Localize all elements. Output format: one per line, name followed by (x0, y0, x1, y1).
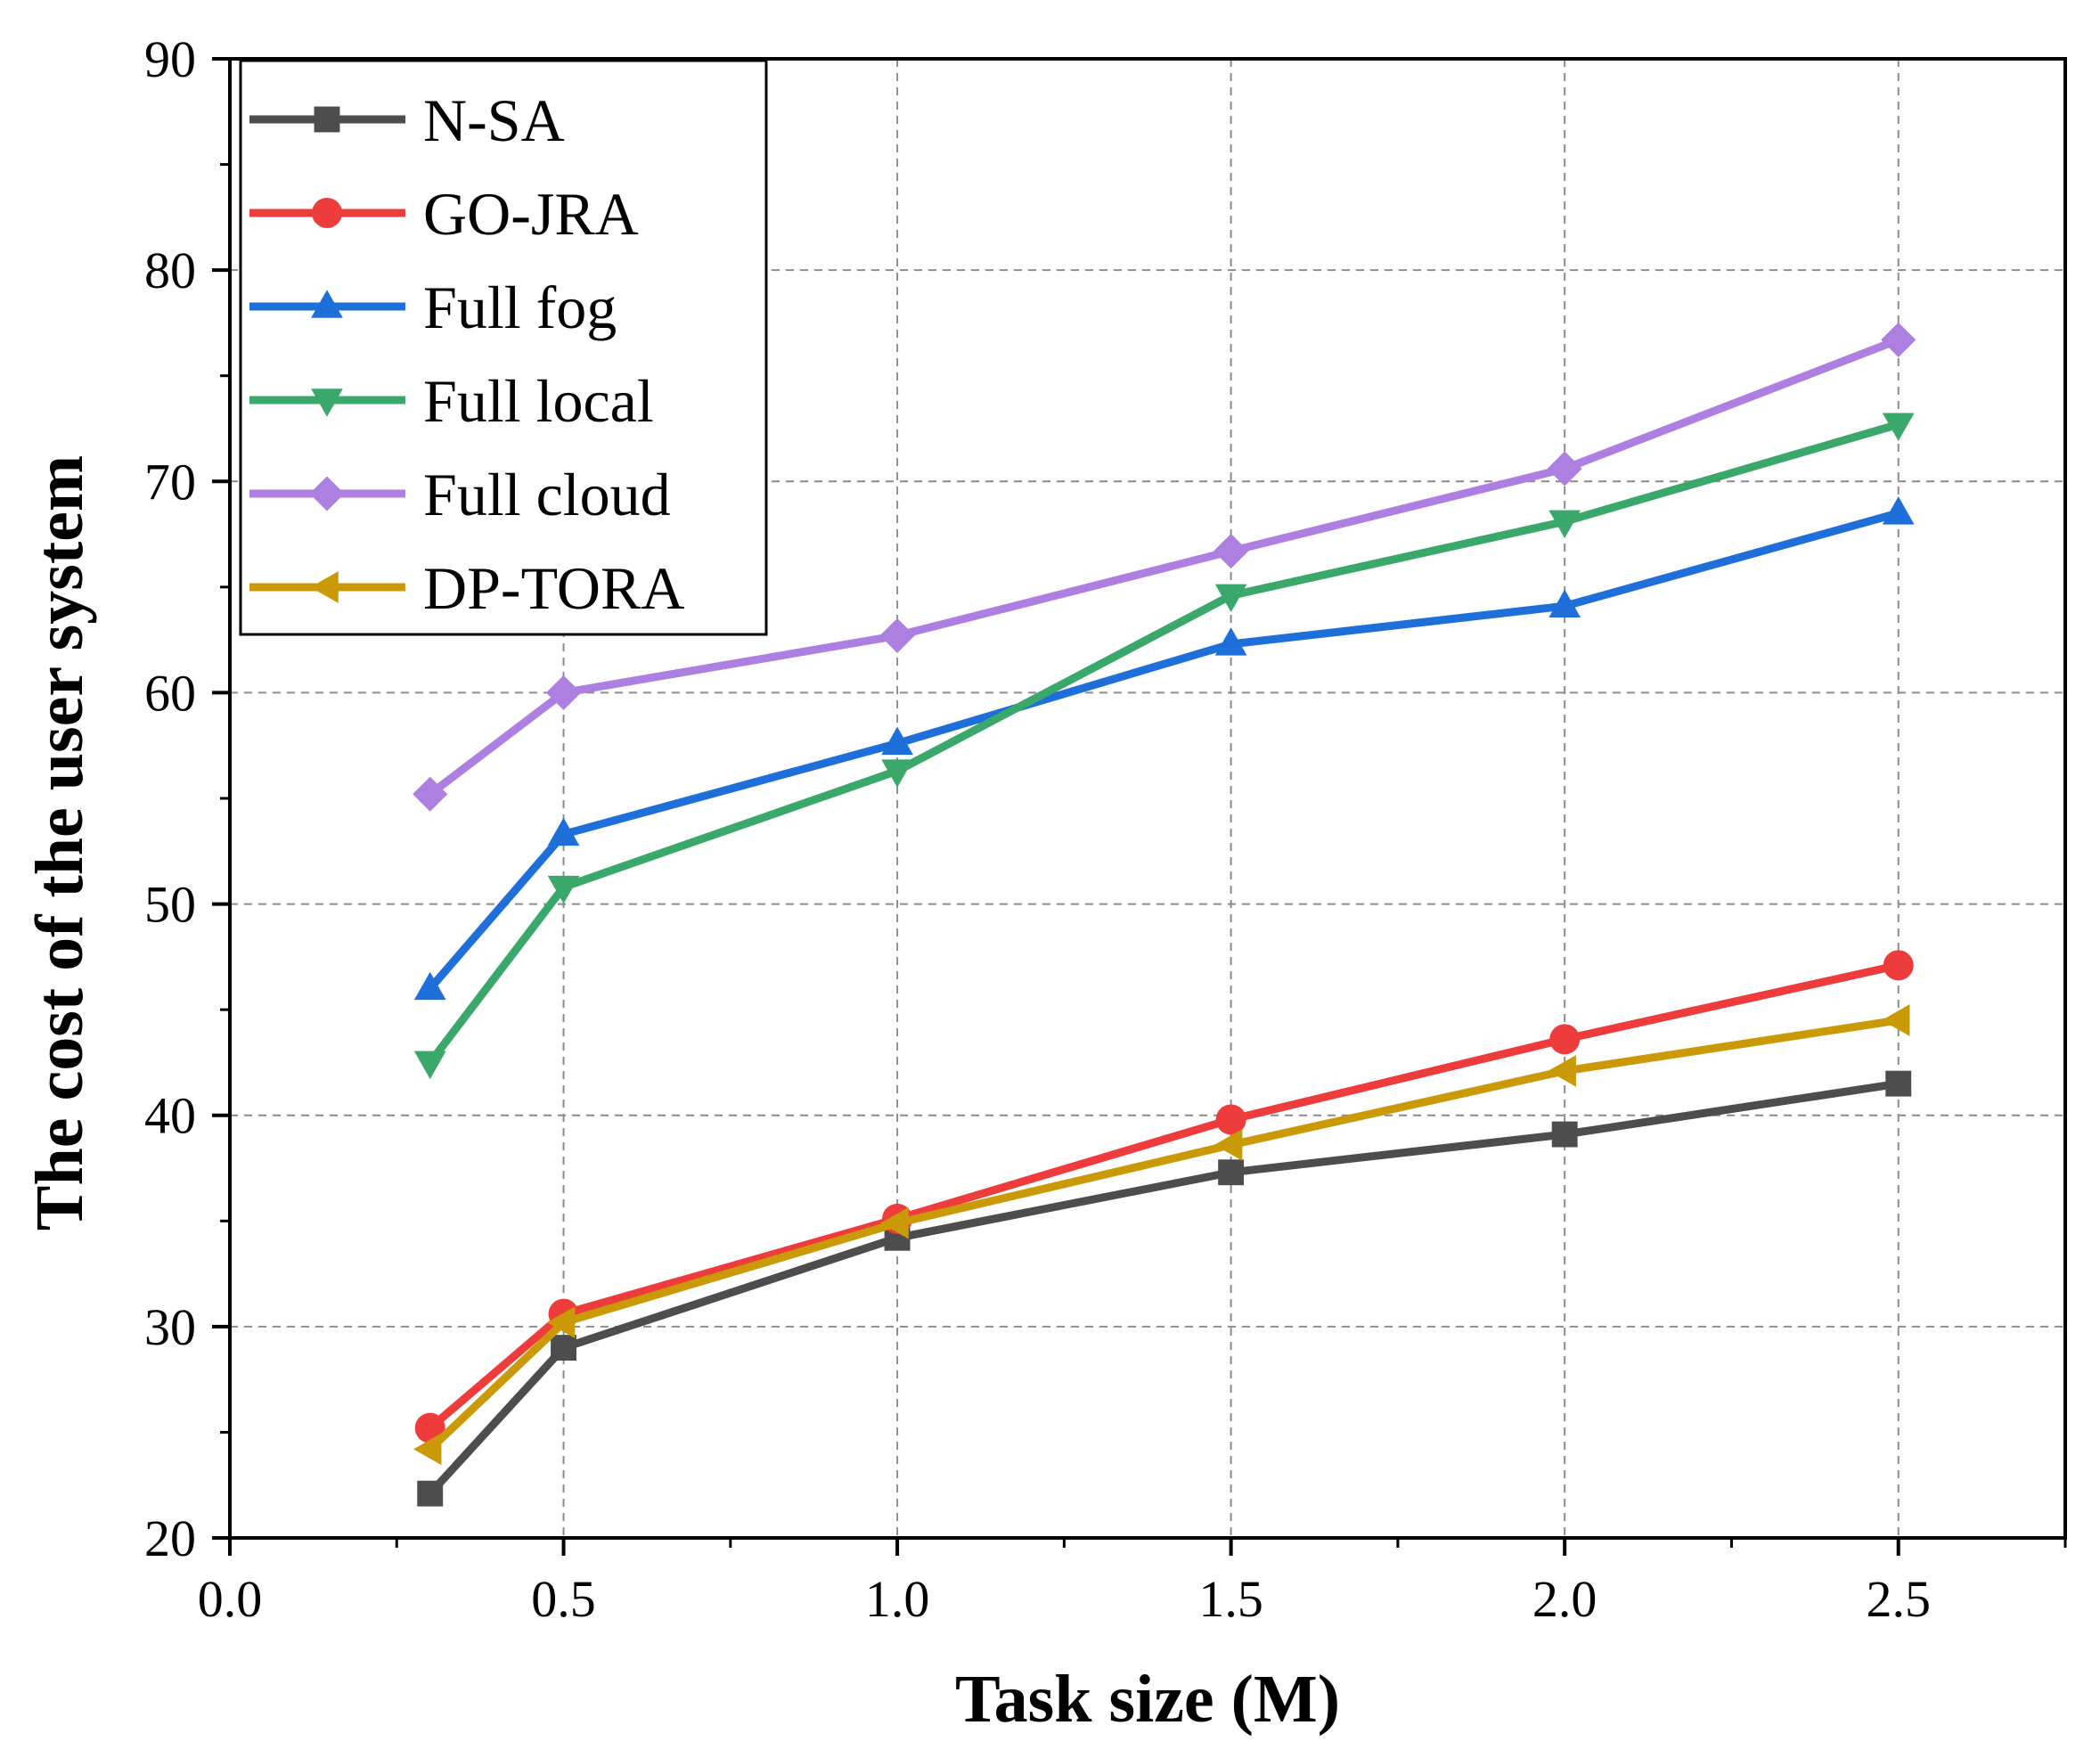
data-point-n-sa (1885, 1070, 1912, 1097)
data-point-full-fog (1214, 627, 1247, 656)
data-point-full-fog (413, 971, 446, 1001)
y-axis-title: The cost of the user system (22, 455, 97, 1231)
y-tick-label: 30 (144, 1298, 196, 1356)
x-axis-title: Task size (M) (955, 1662, 1340, 1737)
data-point-go-jra (1883, 950, 1914, 981)
y-tick-label: 20 (144, 1509, 196, 1567)
x-tick-label: 2.0 (1532, 1570, 1597, 1628)
series-line-full-local (427, 420, 1900, 1066)
data-point-go-jra (1549, 1024, 1581, 1055)
legend-entry-full-cloud: Full cloud (249, 461, 671, 528)
data-point-full-cloud (413, 776, 448, 812)
legend-label: GO-JRA (423, 180, 639, 248)
legend-marker (311, 388, 343, 417)
series-line-full-fog (427, 509, 1900, 992)
series-full-fog (413, 496, 1915, 1001)
series-n-sa (417, 1070, 1912, 1507)
data-point-full-cloud (879, 617, 915, 653)
series-line-go-jra (427, 961, 1900, 1432)
data-point-full-fog (881, 726, 913, 756)
legend-marker (309, 476, 345, 511)
series-go-jra (414, 950, 1914, 1443)
data-point-dp-tora (413, 1433, 442, 1466)
data-point-full-cloud (1547, 451, 1582, 487)
legend: N-SA GO-JRA Full fog Full local Full cloud DP… (239, 59, 768, 636)
data-point-full-local (1548, 510, 1581, 539)
data-point-n-sa (417, 1480, 444, 1507)
data-point-full-fog (547, 817, 580, 846)
legend-entry-n-sa: N-SA (249, 86, 565, 154)
data-point-full-local (1882, 413, 1915, 441)
series-full-local (413, 413, 1915, 1080)
legend-marker (314, 106, 340, 133)
axes: 0.0 0.5 1.0 1.5 2.0 2.5 20 30 40 50 60 70 80 90 (144, 30, 2067, 1628)
legend-entry-go-jra: GO-JRA (249, 180, 639, 248)
series-line-full-cloud (428, 336, 1900, 797)
x-tick-label: 2.5 (1866, 1570, 1931, 1628)
data-point-dp-tora (1548, 1055, 1576, 1087)
series-full-cloud (413, 322, 1916, 812)
series-line-dp-tora (427, 1016, 1900, 1452)
legend-entry-full-fog: Full fog (249, 274, 617, 341)
legend-label: DP-TORA (423, 554, 684, 622)
legend-box (239, 59, 768, 636)
x-tick-label: 0.0 (198, 1570, 263, 1628)
data-point-full-fog (1548, 589, 1581, 617)
data-point-dp-tora (1882, 1004, 1910, 1036)
data-point-full-local (881, 759, 913, 788)
legend-label: Full local (423, 367, 654, 435)
series-line-n-sa (427, 1079, 1900, 1497)
data-point-dp-tora (880, 1206, 909, 1239)
legend-marker (311, 290, 343, 318)
x-tick-label: 1.5 (1198, 1570, 1263, 1628)
data-point-dp-tora (546, 1306, 576, 1338)
data-point-n-sa (1218, 1159, 1245, 1186)
y-tick-label: 40 (144, 1087, 196, 1145)
data-point-full-local (547, 875, 580, 904)
data-point-full-cloud (1881, 322, 1916, 357)
data-point-full-fog (1882, 496, 1915, 525)
data-point-dp-tora (1213, 1129, 1243, 1161)
y-tick-label: 70 (144, 453, 196, 511)
series-dp-tora (413, 1004, 1910, 1466)
y-tick-label: 50 (144, 876, 196, 934)
legend-entry-dp-tora: DP-TORA (249, 554, 684, 622)
y-tick-label: 60 (144, 664, 196, 722)
legend-label: N-SA (423, 86, 565, 154)
y-tick-label: 80 (144, 241, 196, 299)
data-point-full-cloud (545, 675, 582, 710)
legend-label: Full cloud (423, 461, 671, 528)
x-tick-label: 1.0 (865, 1570, 930, 1628)
y-tick-label: 90 (144, 30, 196, 88)
data-point-n-sa (1551, 1121, 1578, 1148)
data-point-full-local (413, 1051, 446, 1080)
data-point-full-local (1214, 584, 1247, 613)
legend-marker (312, 198, 342, 228)
data-point-n-sa (551, 1335, 576, 1361)
legend-entry-full-local: Full local (249, 367, 654, 435)
x-tick-label: 0.5 (531, 1570, 596, 1628)
data-point-full-cloud (1213, 533, 1249, 569)
data-series (413, 322, 1916, 1507)
legend-label: Full fog (423, 274, 617, 341)
legend-marker (310, 571, 339, 603)
data-point-go-jra (1215, 1104, 1246, 1135)
